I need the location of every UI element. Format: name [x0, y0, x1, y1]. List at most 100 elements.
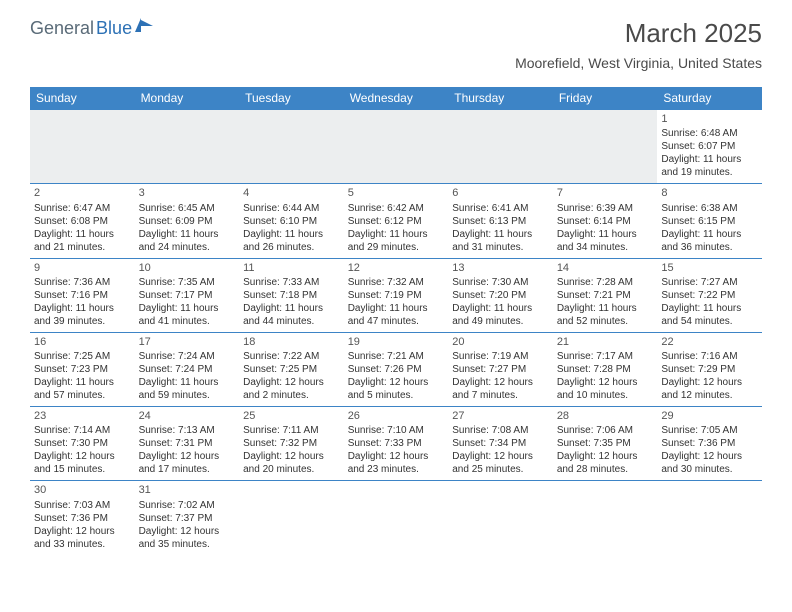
- daylight-text-2: and 34 minutes.: [557, 241, 654, 254]
- sunset-text: Sunset: 6:15 PM: [661, 215, 758, 228]
- sunrise-text: Sunrise: 7:13 AM: [139, 424, 236, 437]
- daylight-text-2: and 17 minutes.: [139, 463, 236, 476]
- calendar-day-cell: [344, 110, 449, 184]
- calendar-day-cell: [553, 110, 658, 184]
- sunset-text: Sunset: 7:32 PM: [243, 437, 340, 450]
- sunrise-text: Sunrise: 6:45 AM: [139, 202, 236, 215]
- day-number: 13: [452, 261, 549, 275]
- daylight-text-2: and 5 minutes.: [348, 389, 445, 402]
- day-number: 24: [139, 409, 236, 423]
- daylight-text: Daylight: 12 hours: [557, 450, 654, 463]
- day-number: 25: [243, 409, 340, 423]
- calendar-day-cell: [448, 481, 553, 555]
- flag-icon: [135, 18, 155, 37]
- title-block: March 2025 Moorefield, West Virginia, Un…: [515, 18, 762, 71]
- sunset-text: Sunset: 7:36 PM: [661, 437, 758, 450]
- sunset-text: Sunset: 7:24 PM: [139, 363, 236, 376]
- daylight-text-2: and 39 minutes.: [34, 315, 131, 328]
- daylight-text: Daylight: 12 hours: [348, 450, 445, 463]
- daylight-text-2: and 59 minutes.: [139, 389, 236, 402]
- daylight-text-2: and 44 minutes.: [243, 315, 340, 328]
- day-number: 3: [139, 186, 236, 200]
- daylight-text-2: and 35 minutes.: [139, 538, 236, 551]
- daylight-text: Daylight: 11 hours: [557, 228, 654, 241]
- sunrise-text: Sunrise: 7:17 AM: [557, 350, 654, 363]
- daylight-text: Daylight: 11 hours: [348, 302, 445, 315]
- sunset-text: Sunset: 7:37 PM: [139, 512, 236, 525]
- calendar-week-row: 30Sunrise: 7:03 AMSunset: 7:36 PMDayligh…: [30, 481, 762, 555]
- day-number: 18: [243, 335, 340, 349]
- day-number: 30: [34, 483, 131, 497]
- sunset-text: Sunset: 6:12 PM: [348, 215, 445, 228]
- calendar-day-cell: 4 Sunrise: 6:44 AMSunset: 6:10 PMDaylight…: [239, 184, 344, 258]
- sunrise-text: Sunrise: 6:38 AM: [661, 202, 758, 215]
- day-number: 17: [139, 335, 236, 349]
- daylight-text: Daylight: 11 hours: [557, 302, 654, 315]
- sunrise-text: Sunrise: 6:44 AM: [243, 202, 340, 215]
- daylight-text: Daylight: 11 hours: [139, 376, 236, 389]
- day-number: 11: [243, 261, 340, 275]
- daylight-text-2: and 20 minutes.: [243, 463, 340, 476]
- sunset-text: Sunset: 7:26 PM: [348, 363, 445, 376]
- day-number: 29: [661, 409, 758, 423]
- day-number: 21: [557, 335, 654, 349]
- sunrise-text: Sunrise: 7:35 AM: [139, 276, 236, 289]
- day-number: 6: [452, 186, 549, 200]
- calendar-day-cell: 18Sunrise: 7:22 AMSunset: 7:25 PMDayligh…: [239, 332, 344, 406]
- daylight-text: Daylight: 11 hours: [243, 302, 340, 315]
- daylight-text-2: and 26 minutes.: [243, 241, 340, 254]
- sunrise-text: Sunrise: 7:21 AM: [348, 350, 445, 363]
- sunset-text: Sunset: 6:08 PM: [34, 215, 131, 228]
- calendar-day-cell: 12Sunrise: 7:32 AMSunset: 7:19 PMDayligh…: [344, 258, 449, 332]
- daylight-text: Daylight: 11 hours: [34, 302, 131, 315]
- calendar-week-row: 16Sunrise: 7:25 AMSunset: 7:23 PMDayligh…: [30, 332, 762, 406]
- daylight-text-2: and 41 minutes.: [139, 315, 236, 328]
- sunset-text: Sunset: 6:10 PM: [243, 215, 340, 228]
- sunset-text: Sunset: 7:25 PM: [243, 363, 340, 376]
- calendar-week-row: 9Sunrise: 7:36 AMSunset: 7:16 PMDaylight…: [30, 258, 762, 332]
- sunrise-text: Sunrise: 7:25 AM: [34, 350, 131, 363]
- calendar-day-cell: 9Sunrise: 7:36 AMSunset: 7:16 PMDaylight…: [30, 258, 135, 332]
- sunrise-text: Sunrise: 7:16 AM: [661, 350, 758, 363]
- calendar-day-cell: [30, 110, 135, 184]
- daylight-text: Daylight: 12 hours: [452, 376, 549, 389]
- daylight-text: Daylight: 11 hours: [452, 228, 549, 241]
- sunset-text: Sunset: 7:33 PM: [348, 437, 445, 450]
- daylight-text: Daylight: 11 hours: [139, 228, 236, 241]
- daylight-text: Daylight: 12 hours: [34, 525, 131, 538]
- calendar-day-cell: 11Sunrise: 7:33 AMSunset: 7:18 PMDayligh…: [239, 258, 344, 332]
- sunset-text: Sunset: 6:09 PM: [139, 215, 236, 228]
- daylight-text: Daylight: 11 hours: [243, 228, 340, 241]
- sunrise-text: Sunrise: 7:32 AM: [348, 276, 445, 289]
- day-number: 4: [243, 186, 340, 200]
- sunset-text: Sunset: 7:19 PM: [348, 289, 445, 302]
- sunset-text: Sunset: 7:35 PM: [557, 437, 654, 450]
- sunset-text: Sunset: 7:16 PM: [34, 289, 131, 302]
- calendar-day-cell: 15Sunrise: 7:27 AMSunset: 7:22 PMDayligh…: [657, 258, 762, 332]
- sunrise-text: Sunrise: 7:02 AM: [139, 499, 236, 512]
- sunset-text: Sunset: 7:36 PM: [34, 512, 131, 525]
- calendar-table: Sunday Monday Tuesday Wednesday Thursday…: [30, 87, 762, 555]
- calendar-day-cell: 7Sunrise: 6:39 AMSunset: 6:14 PMDaylight…: [553, 184, 658, 258]
- day-header: Saturday: [657, 87, 762, 110]
- calendar-day-cell: [135, 110, 240, 184]
- brand-part2: Blue: [96, 18, 132, 39]
- daylight-text-2: and 24 minutes.: [139, 241, 236, 254]
- sunrise-text: Sunrise: 7:06 AM: [557, 424, 654, 437]
- sunset-text: Sunset: 7:23 PM: [34, 363, 131, 376]
- sunrise-text: Sunrise: 7:30 AM: [452, 276, 549, 289]
- calendar-day-cell: 10Sunrise: 7:35 AMSunset: 7:17 PMDayligh…: [135, 258, 240, 332]
- calendar-day-cell: 5Sunrise: 6:42 AMSunset: 6:12 PMDaylight…: [344, 184, 449, 258]
- daylight-text-2: and 33 minutes.: [34, 538, 131, 551]
- day-number: 10: [139, 261, 236, 275]
- calendar-week-row: 2Sunrise: 6:47 AMSunset: 6:08 PMDaylight…: [30, 184, 762, 258]
- sunrise-text: Sunrise: 6:42 AM: [348, 202, 445, 215]
- day-number: 1: [661, 112, 758, 126]
- calendar-day-cell: [657, 481, 762, 555]
- sunset-text: Sunset: 7:27 PM: [452, 363, 549, 376]
- sunset-text: Sunset: 7:29 PM: [661, 363, 758, 376]
- calendar-day-cell: [448, 110, 553, 184]
- daylight-text: Daylight: 12 hours: [661, 450, 758, 463]
- daylight-text: Daylight: 11 hours: [661, 228, 758, 241]
- sunrise-text: Sunrise: 7:24 AM: [139, 350, 236, 363]
